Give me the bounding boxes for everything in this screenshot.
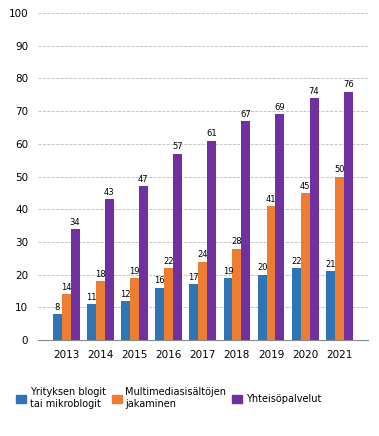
- Text: 22: 22: [291, 257, 302, 266]
- Bar: [139, 187, 148, 340]
- Text: 47: 47: [138, 175, 149, 184]
- Bar: [105, 200, 114, 340]
- Legend: Yrityksen blogit
tai mikroblogit, Multimediasisältöjen
jakaminen, Yhteisöpalvelu: Yrityksen blogit tai mikroblogit, Multim…: [16, 388, 321, 409]
- Bar: [164, 268, 173, 340]
- Bar: [173, 154, 182, 340]
- Bar: [190, 285, 198, 340]
- Text: 69: 69: [275, 103, 285, 112]
- Text: 61: 61: [206, 129, 217, 138]
- Bar: [292, 268, 301, 340]
- Bar: [53, 314, 62, 340]
- Bar: [266, 206, 276, 340]
- Text: 43: 43: [104, 188, 114, 197]
- Text: 28: 28: [232, 237, 242, 246]
- Text: 18: 18: [95, 270, 106, 279]
- Text: 19: 19: [129, 267, 140, 276]
- Bar: [276, 115, 284, 340]
- Text: 14: 14: [61, 283, 72, 292]
- Bar: [155, 288, 164, 340]
- Bar: [207, 141, 216, 340]
- Bar: [198, 262, 207, 340]
- Bar: [326, 271, 335, 340]
- Bar: [62, 294, 70, 340]
- Text: 45: 45: [300, 182, 310, 191]
- Bar: [310, 98, 318, 340]
- Bar: [87, 304, 96, 340]
- Bar: [344, 92, 352, 340]
- Text: 34: 34: [70, 218, 80, 227]
- Text: 11: 11: [86, 293, 97, 302]
- Bar: [96, 281, 105, 340]
- Bar: [232, 249, 241, 340]
- Bar: [335, 177, 344, 340]
- Bar: [70, 229, 80, 340]
- Text: 41: 41: [266, 195, 276, 204]
- Text: 8: 8: [55, 303, 60, 312]
- Text: 12: 12: [121, 290, 131, 299]
- Text: 21: 21: [325, 260, 336, 269]
- Text: 50: 50: [334, 165, 345, 174]
- Text: 19: 19: [223, 267, 233, 276]
- Bar: [121, 301, 130, 340]
- Bar: [130, 278, 139, 340]
- Bar: [258, 275, 266, 340]
- Text: 57: 57: [172, 143, 183, 151]
- Text: 22: 22: [163, 257, 174, 266]
- Text: 67: 67: [240, 110, 251, 119]
- Text: 16: 16: [154, 276, 165, 286]
- Text: 17: 17: [189, 273, 199, 282]
- Text: 76: 76: [343, 80, 354, 89]
- Bar: [241, 121, 250, 340]
- Text: 24: 24: [197, 250, 208, 259]
- Text: 74: 74: [309, 87, 319, 96]
- Bar: [224, 278, 232, 340]
- Bar: [301, 193, 310, 340]
- Text: 20: 20: [257, 263, 268, 272]
